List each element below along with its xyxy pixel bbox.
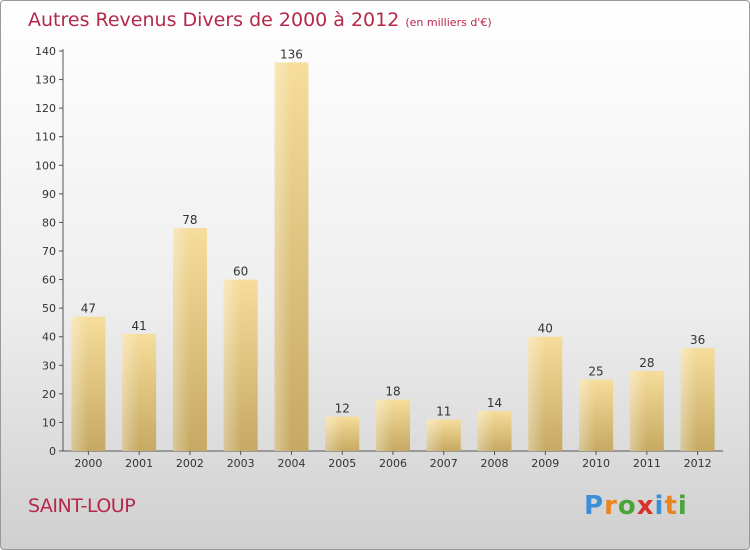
logo-letter: i [654,491,665,521]
y-tick-label: 20 [42,388,56,401]
logo-letter: t [664,491,678,521]
y-tick-label: 10 [42,416,56,429]
y-tick-label: 120 [35,102,56,115]
bar-highlight [579,379,597,451]
y-tick-label: 130 [35,74,56,87]
bar-value-label: 28 [639,356,654,370]
logo-letter: x [636,491,655,521]
logo-letter: r [604,491,618,521]
bar-value-label: 136 [280,47,303,61]
y-tick-label: 100 [35,159,56,172]
proxiti-logo: Proxiti [584,491,688,521]
bar-highlight [122,333,140,451]
bar-highlight [325,416,343,451]
chart-title-text: Autres Revenus Divers de 2000 à 2012 [28,9,400,31]
bar-highlight [71,316,89,451]
y-tick-label: 90 [42,188,56,201]
x-tick-label: 2008 [481,457,509,470]
x-tick-label: 2010 [582,457,610,470]
y-tick-label: 30 [42,359,56,372]
x-tick-label: 2000 [74,457,102,470]
logo-letter: i [677,491,688,521]
x-tick-label: 2006 [379,457,407,470]
y-tick-label: 70 [42,245,56,258]
y-tick-label: 40 [42,331,56,344]
bar-highlight [528,336,546,451]
bar-value-label: 78 [182,213,197,227]
chart-subtitle: (en milliers d'€) [405,16,492,29]
bar-value-label: 14 [487,396,502,410]
y-tick-label: 140 [35,45,56,58]
bar-value-label: 60 [233,265,248,279]
x-tick-label: 2007 [430,457,458,470]
bar-highlight [376,399,393,451]
bar-value-label: 36 [690,333,705,347]
commune-name: SAINT-LOUP [28,495,136,517]
bar-value-label: 47 [81,302,96,316]
bars: 47 41 78 60 136 12 18 11 14 40 25 28 36 [71,47,715,452]
bar-value-label: 41 [132,319,147,333]
bar-highlight [680,348,698,451]
chart-title: Autres Revenus Divers de 2000 à 2012 (en … [28,9,492,31]
bar-value-label: 25 [588,365,603,379]
x-tick-label: 2005 [328,457,356,470]
bar-value-label: 12 [335,402,350,416]
logo-letter: o [617,491,637,521]
bar-highlight [629,371,647,451]
x-tick-label: 2004 [277,457,305,470]
x-tick-label: 2002 [176,457,204,470]
bar-highlight [172,228,190,451]
bar-value-label: 18 [385,385,400,399]
bar-highlight [274,62,292,452]
bar-highlight [223,279,241,451]
bar-highlight [477,411,495,451]
bar-value-label: 40 [538,322,553,336]
x-tick-label: 2003 [227,457,255,470]
y-tick-label: 50 [42,302,56,315]
y-tick-label: 0 [49,445,56,458]
x-tick-label: 2001 [125,457,153,470]
y-tick-label: 80 [42,216,56,229]
bar-highlight [426,419,444,451]
y-tick-label: 60 [42,274,56,287]
x-tick-label: 2011 [633,457,661,470]
logo-letter: P [584,491,605,521]
x-tick-label: 2012 [684,457,712,470]
bar-value-label: 11 [436,405,451,419]
x-tick-label: 2009 [531,457,559,470]
y-tick-label: 110 [35,131,56,144]
